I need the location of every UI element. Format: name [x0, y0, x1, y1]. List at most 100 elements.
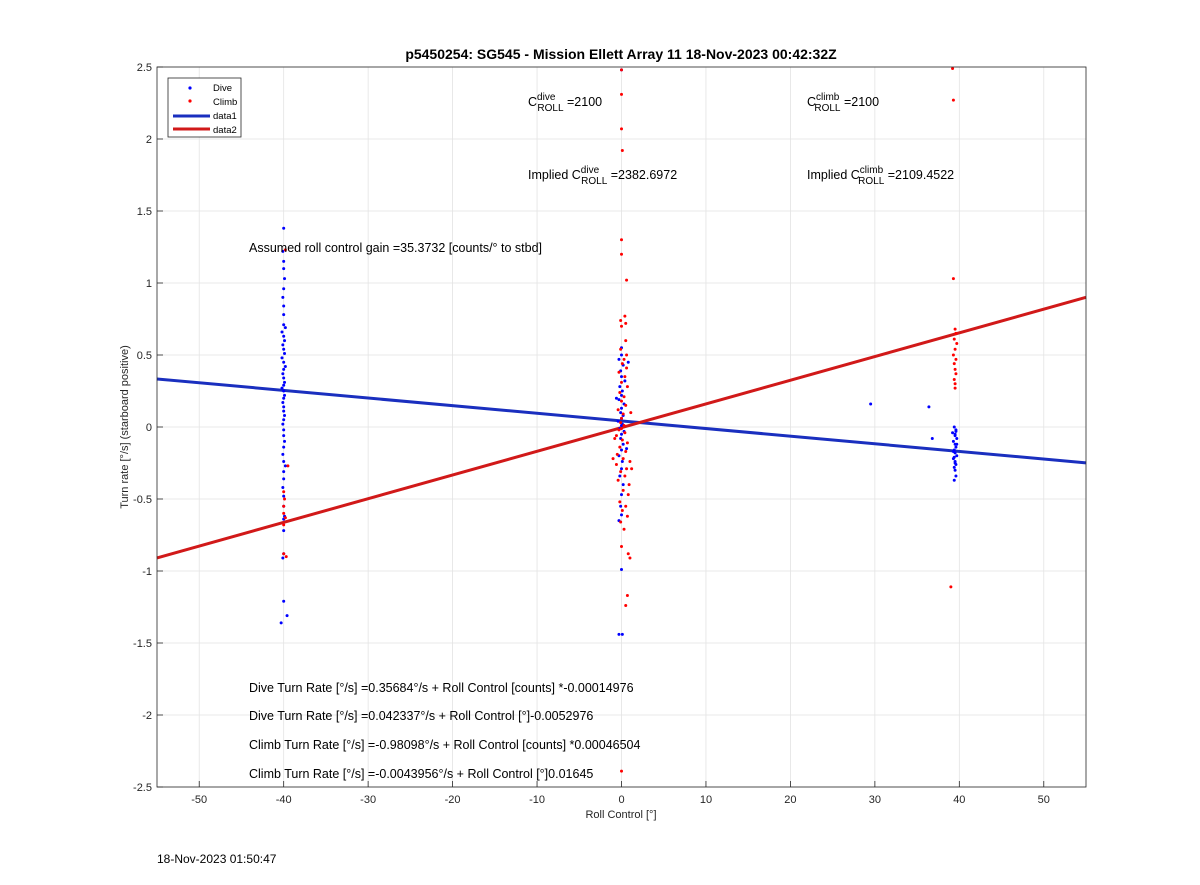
y-tick-label: 2.5	[137, 62, 152, 74]
point-dive	[283, 352, 287, 356]
point-dive	[282, 259, 286, 263]
point-dive	[283, 393, 287, 397]
point-dive	[930, 437, 934, 441]
point-climb	[951, 277, 955, 281]
point-dive	[620, 632, 624, 636]
implied-climb-sup: climb	[860, 165, 884, 176]
point-dive	[620, 432, 623, 436]
point-climb	[620, 362, 624, 366]
point-climb	[619, 470, 623, 474]
point-climb	[630, 467, 634, 471]
point-dive	[282, 434, 286, 438]
point-climb	[620, 149, 624, 153]
point-dive	[617, 632, 621, 636]
point-climb	[624, 403, 628, 407]
point-dive	[951, 439, 955, 443]
x-axis-label: Roll Control [°]	[585, 809, 656, 821]
point-climb	[953, 347, 957, 351]
point-climb	[283, 516, 287, 520]
point-dive	[619, 411, 623, 415]
climb-equation-counts: Climb Turn Rate [°/s] =-0.98098°/s + Rol…	[249, 738, 641, 752]
point-climb	[617, 428, 621, 432]
legend-label-dive: Dive	[213, 83, 232, 94]
point-climb	[628, 556, 632, 560]
point-dive	[281, 249, 285, 253]
y-tick-label: -1.5	[133, 638, 152, 650]
point-dive	[955, 454, 959, 458]
point-dive	[282, 428, 286, 432]
point-dive	[616, 419, 620, 423]
point-dive	[280, 356, 284, 360]
point-climb	[620, 426, 623, 430]
x-tick-label: -40	[276, 794, 292, 806]
point-climb	[625, 593, 629, 597]
point-climb	[953, 367, 957, 371]
y-tick-label: 1	[146, 278, 152, 290]
fit-line-data1	[156, 377, 1087, 465]
point-climb	[625, 366, 629, 370]
y-tick-label: 0	[146, 422, 152, 434]
point-dive	[282, 599, 286, 603]
point-dive	[282, 267, 286, 271]
point-climb	[626, 493, 630, 497]
point-dive	[620, 353, 623, 357]
y-tick-label: 0.5	[137, 350, 152, 362]
point-climb	[618, 390, 622, 394]
point-dive	[283, 464, 287, 468]
point-climb	[953, 386, 957, 390]
point-climb	[282, 552, 286, 556]
y-tick-label: -0.5	[133, 494, 152, 506]
dive-equation-counts: Dive Turn Rate [°/s] =0.35684°/s + Roll …	[249, 681, 634, 695]
point-climb	[624, 339, 628, 343]
point-dive	[952, 455, 956, 459]
y-axis-ticks: -2.5 -2 -1.5 -1 -0.5 0 0.5 1 1.5 2 2.5	[133, 62, 163, 794]
point-climb	[624, 321, 628, 325]
point-dive	[282, 470, 286, 474]
point-dive	[953, 461, 957, 465]
x-tick-label: 40	[953, 794, 965, 806]
x-tick-label: -50	[191, 794, 207, 806]
point-climb	[623, 474, 627, 478]
chart-title: p5450254: SG545 - Mission Ellett Array 1…	[405, 46, 837, 62]
point-climb	[615, 452, 619, 456]
point-dive	[620, 493, 623, 497]
point-dive	[282, 287, 286, 291]
legend-label-climb: Climb	[213, 97, 237, 108]
x-tick-label: 30	[869, 794, 881, 806]
point-dive	[281, 295, 285, 299]
y-tick-label: -2	[142, 710, 152, 722]
point-dive	[621, 483, 625, 487]
implied-climb-annotation: Implied Cclimb ROLL =2109.4522	[807, 165, 954, 187]
point-dive	[953, 468, 957, 472]
point-climb	[622, 527, 626, 531]
point-climb	[627, 483, 631, 487]
point-dive	[283, 326, 287, 330]
point-dive	[282, 367, 286, 371]
point-dive	[618, 385, 622, 389]
point-climb	[283, 248, 287, 252]
point-dive	[283, 413, 287, 417]
point-climb	[613, 437, 617, 441]
point-dive	[623, 379, 627, 383]
point-dive	[955, 437, 959, 441]
point-dive	[618, 474, 622, 478]
implied-climb-prefix: Implied C	[807, 168, 860, 182]
point-dive	[617, 357, 621, 361]
point-climb	[629, 411, 633, 415]
point-climb	[619, 318, 623, 322]
point-dive	[614, 396, 618, 400]
point-climb	[625, 467, 629, 471]
point-dive	[617, 398, 621, 402]
c-roll-dive-sup: dive	[537, 92, 556, 103]
implied-dive-sub: ROLL	[581, 176, 608, 187]
x-axis-ticks: -50 -40 -30 -20 -10 0 10 20 30 40 50	[191, 781, 1050, 806]
point-dive	[282, 445, 286, 449]
legend: Dive Climb data1 data2	[167, 77, 242, 138]
point-dive	[620, 375, 623, 379]
point-dive	[954, 429, 958, 433]
point-climb	[619, 421, 623, 425]
point-climb	[620, 416, 623, 420]
plot-area: -50 -40 -30 -20 -10 0 10 20 30 40 50 -2.5-2-1.5-1-…	[133, 62, 1087, 806]
legend-box	[167, 77, 242, 138]
legend-label-data1: data1	[213, 111, 237, 122]
